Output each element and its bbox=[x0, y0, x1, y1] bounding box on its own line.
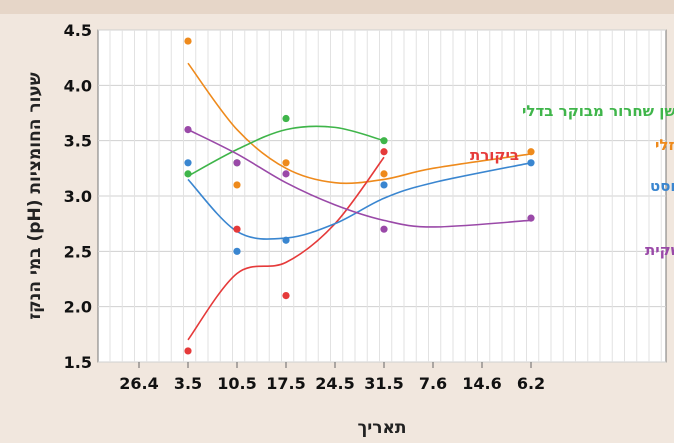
y-tick-label: 3.0 bbox=[64, 187, 92, 206]
y-tick-label: 4.0 bbox=[64, 76, 92, 95]
data-point-1 bbox=[380, 148, 388, 156]
data-point-0 bbox=[527, 148, 535, 156]
y-tick-label: 4.5 bbox=[64, 21, 92, 40]
trend-curve-1 bbox=[187, 156, 385, 341]
label-cr-bucket: דשן שחרור מבוקר בדלי bbox=[522, 102, 674, 120]
y-tick-labels: 1.5 2.0 2.5 3.0 3.5 4.0 4.5 bbox=[64, 21, 92, 372]
data-points bbox=[184, 37, 535, 355]
x-tick-label: 10.5 bbox=[217, 374, 256, 393]
x-tick-label: 17.5 bbox=[266, 374, 305, 393]
y-tick-label: 1.5 bbox=[64, 353, 92, 372]
data-point-2 bbox=[380, 137, 388, 145]
data-point-1 bbox=[282, 292, 290, 300]
data-point-4 bbox=[282, 170, 290, 178]
x-tick-label: 31.5 bbox=[364, 374, 403, 393]
data-point-3 bbox=[233, 247, 241, 255]
data-point-0 bbox=[233, 181, 241, 189]
label-humus: הומוס נוזלי bbox=[655, 136, 674, 154]
data-point-0 bbox=[184, 37, 192, 45]
x-tick-label: 3.5 bbox=[174, 374, 202, 393]
x-tick-label: 6.2 bbox=[517, 374, 545, 393]
data-point-0 bbox=[282, 159, 290, 167]
label-compost: קומפוסט bbox=[650, 177, 674, 195]
data-point-4 bbox=[527, 214, 535, 222]
data-point-3 bbox=[282, 236, 290, 244]
data-point-4 bbox=[380, 225, 388, 233]
data-point-2 bbox=[184, 170, 192, 178]
x-tick-label: 26.4 bbox=[119, 374, 158, 393]
grid bbox=[98, 29, 666, 363]
y-tick-label: 2.0 bbox=[64, 298, 92, 317]
data-point-4 bbox=[184, 126, 192, 134]
data-point-3 bbox=[527, 159, 535, 167]
x-tick-label: 24.5 bbox=[315, 374, 354, 393]
data-point-3 bbox=[184, 159, 192, 167]
x-axis-title: תאריך bbox=[357, 418, 406, 438]
trend-curve-4 bbox=[187, 128, 532, 228]
data-point-1 bbox=[233, 225, 241, 233]
data-point-3 bbox=[380, 181, 388, 189]
y-tick-label: 3.5 bbox=[64, 132, 92, 151]
data-point-4 bbox=[233, 159, 241, 167]
y-axis-title: שעור החומציות (pH) במי הנקז bbox=[25, 72, 45, 319]
label-control: ביקורת bbox=[470, 146, 519, 164]
data-point-0 bbox=[380, 170, 388, 178]
top-band bbox=[0, 0, 674, 14]
label-cr-bag: דשן שחרור מבוקר שקית bbox=[645, 241, 674, 259]
data-point-2 bbox=[282, 114, 290, 123]
x-tick-label: 7.6 bbox=[419, 374, 447, 393]
data-point-1 bbox=[184, 347, 192, 355]
trend-curve-2 bbox=[187, 125, 385, 177]
x-tick-labels: 26.4 3.5 10.5 17.5 24.5 31.5 7.6 14.6 6.2 bbox=[119, 362, 545, 393]
y-tick-label: 2.5 bbox=[64, 242, 92, 261]
x-tick-label: 14.6 bbox=[462, 374, 501, 393]
trend-curve-0 bbox=[187, 62, 532, 185]
